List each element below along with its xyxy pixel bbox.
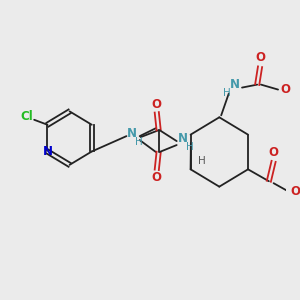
Text: N: N bbox=[127, 127, 137, 140]
Text: H: H bbox=[223, 88, 231, 98]
Text: O: O bbox=[268, 146, 279, 159]
Text: O: O bbox=[152, 171, 162, 184]
Text: H: H bbox=[186, 142, 194, 152]
Text: N: N bbox=[230, 78, 239, 91]
Text: O: O bbox=[290, 184, 300, 198]
Text: N: N bbox=[178, 132, 188, 145]
Text: H: H bbox=[198, 156, 206, 167]
Text: Cl: Cl bbox=[20, 110, 33, 123]
Text: O: O bbox=[255, 51, 265, 64]
Text: H: H bbox=[135, 137, 142, 147]
Text: O: O bbox=[280, 83, 291, 96]
Text: N: N bbox=[43, 145, 52, 158]
Text: O: O bbox=[152, 98, 162, 111]
